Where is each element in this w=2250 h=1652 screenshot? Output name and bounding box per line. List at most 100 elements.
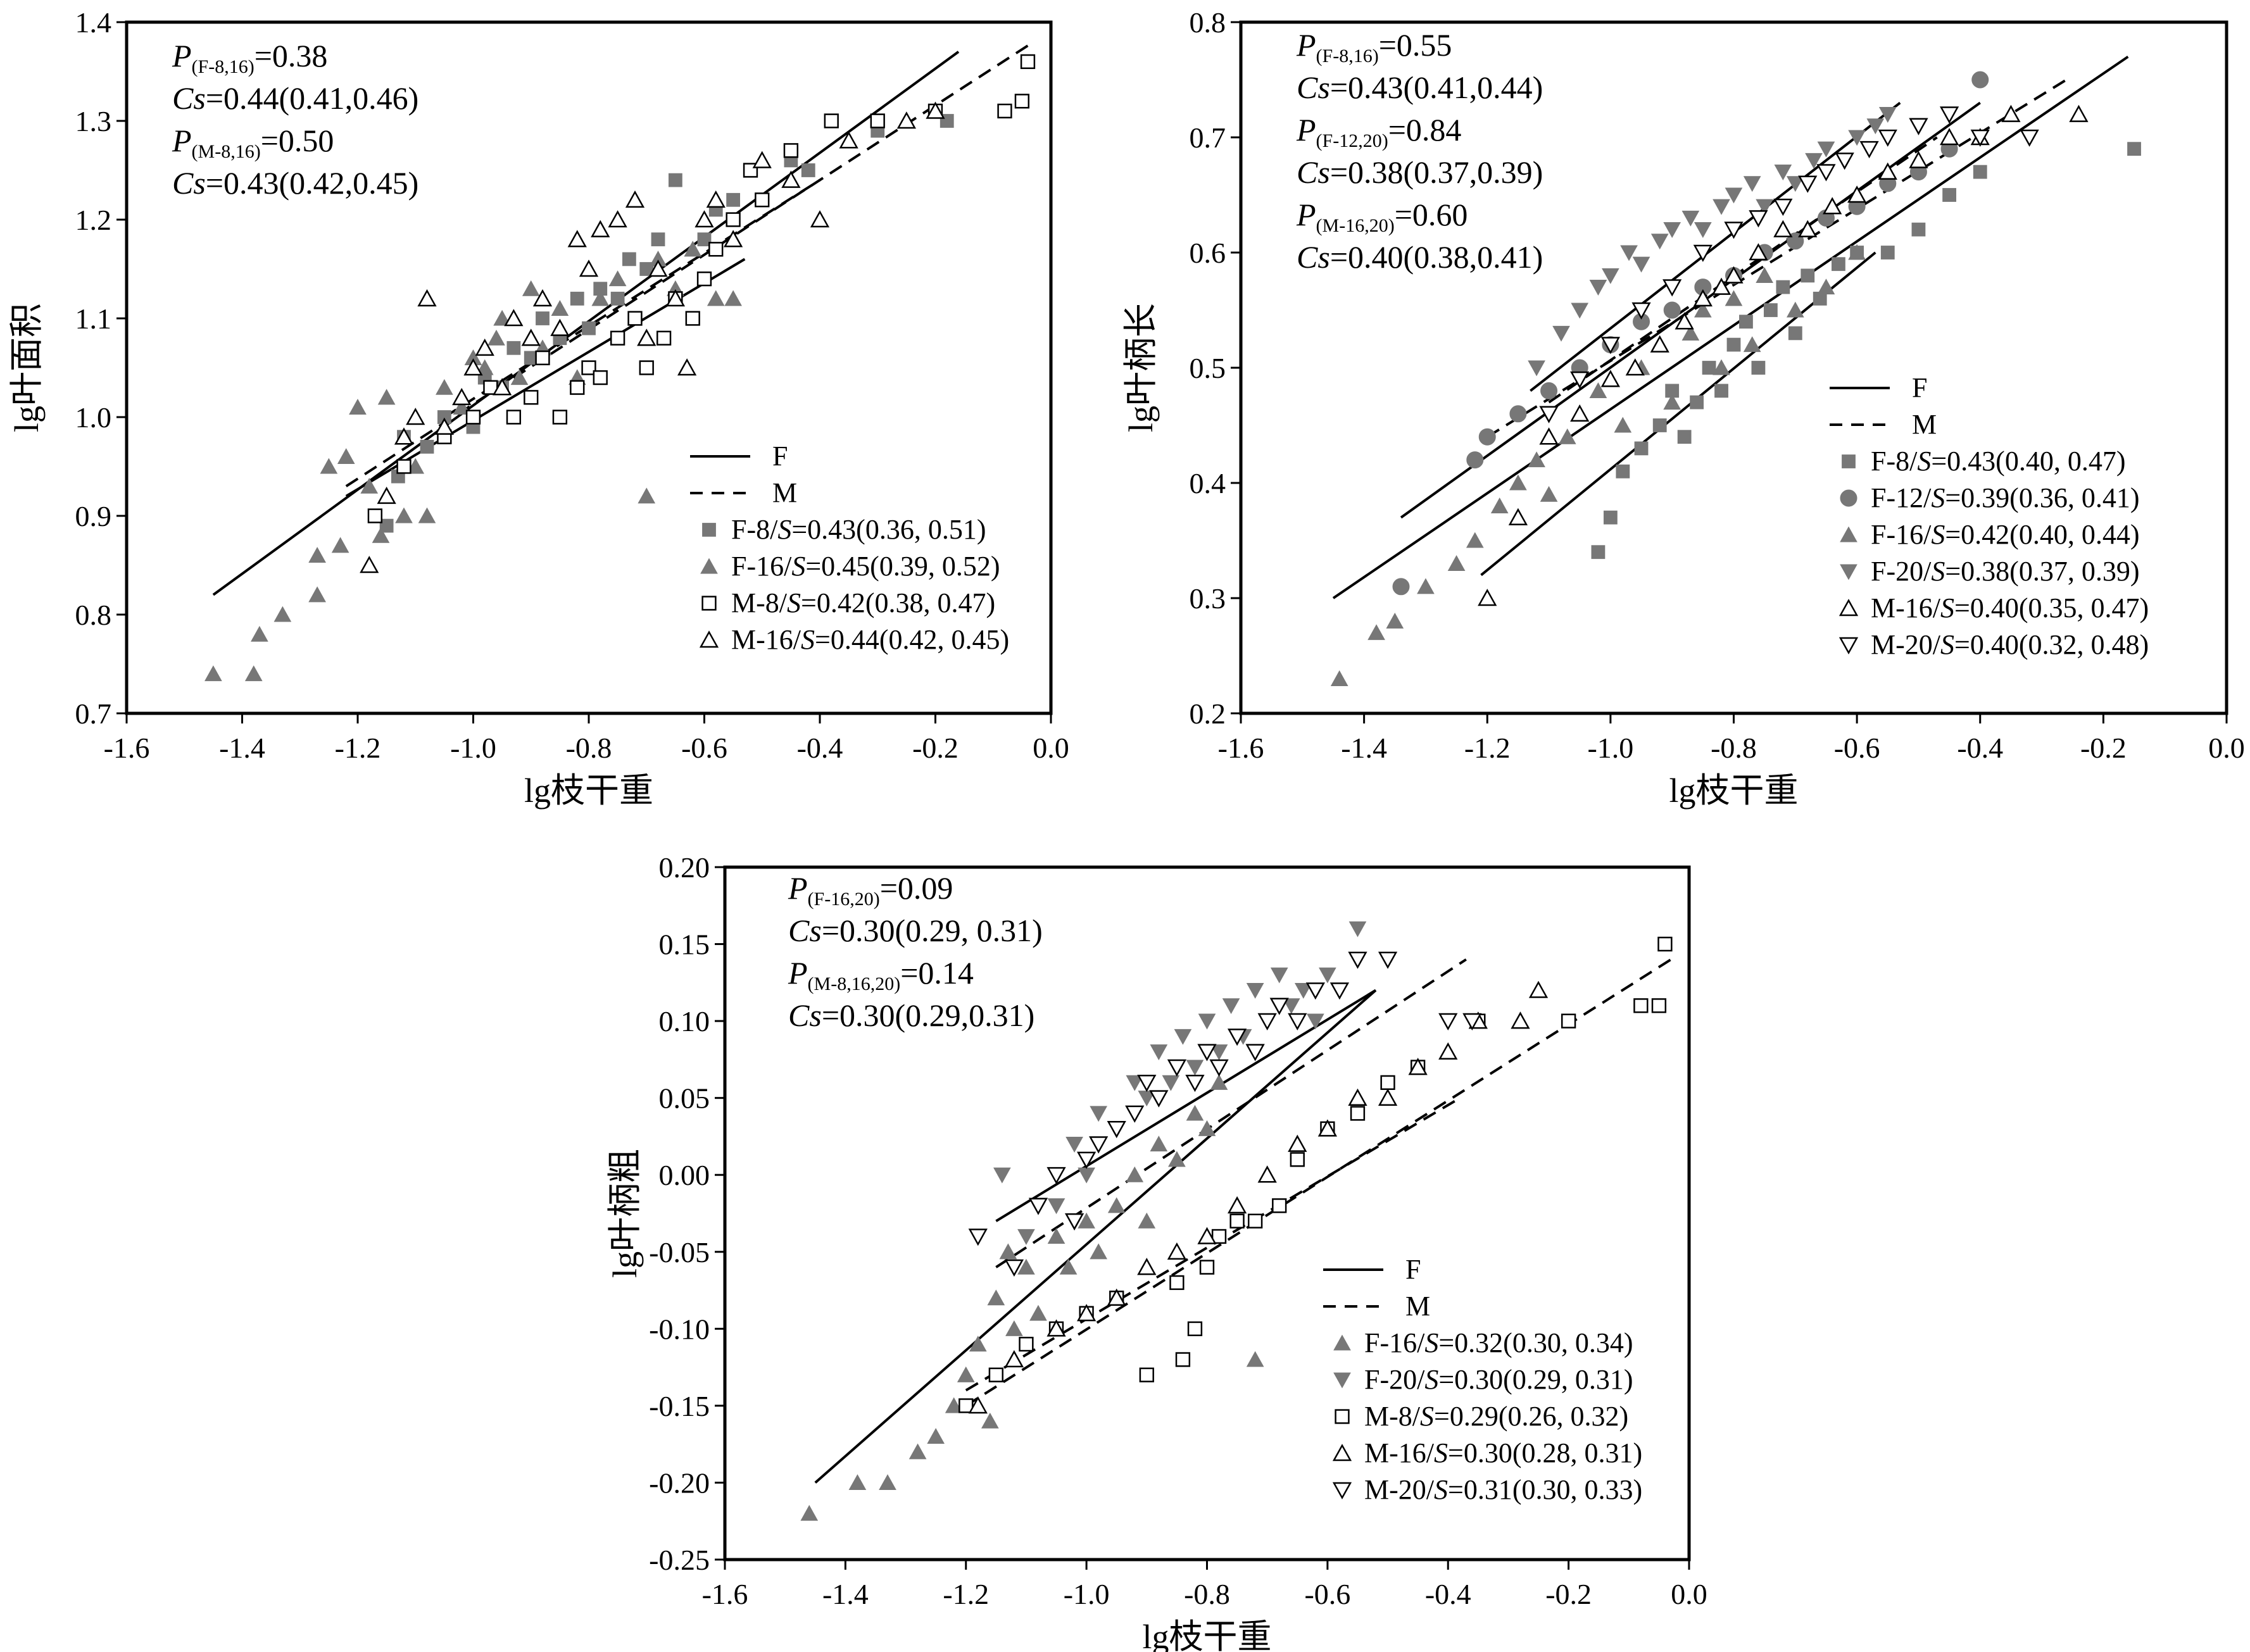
y-axis-title: lg叶面积 [8, 303, 46, 432]
point-M-16 [926, 101, 945, 119]
point-F-16 [395, 507, 413, 523]
point-F-16 [1848, 244, 1866, 260]
point-M-8 [570, 380, 585, 395]
point-M-16 [665, 289, 685, 307]
point-M-16 [2001, 104, 2021, 122]
stats-line: P(M-8,16)=0.50 [172, 123, 334, 162]
point-M-16 [504, 309, 524, 327]
point-F-16 [800, 1505, 819, 1521]
point-M-16 [493, 378, 512, 396]
point-M-20 [1600, 337, 1620, 354]
point-F-16 [418, 507, 436, 523]
point-F-16 [1509, 474, 1527, 491]
stats-line: P(M-16,20)=0.60 [1296, 197, 1468, 236]
legend-symbol: S [1424, 1327, 1438, 1358]
stats-line: Cs=0.43(0.41,0.44) [1297, 70, 1543, 105]
point-F-16 [999, 1243, 1017, 1260]
point-M-16 [608, 210, 627, 228]
point-F-12 [1540, 382, 1558, 399]
legend-entry: M-8/S=0.42(0.38, 0.47) [731, 587, 995, 618]
point-M-16 [1847, 185, 1867, 203]
stats-symbol: Cs [1297, 70, 1330, 105]
legend-value: =0.30(0.29, 0.31) [1438, 1364, 1633, 1395]
point-M-16 [1798, 220, 1818, 237]
point-F-16 [1246, 1351, 1264, 1367]
point-F-20 [1222, 998, 1240, 1015]
point-M-16 [1570, 404, 1590, 422]
point-M-8 [1633, 998, 1649, 1013]
y-tick-label: -0.05 [649, 1236, 710, 1268]
point-F-8 [536, 311, 550, 325]
point-F-20 [1198, 1013, 1216, 1030]
point-F-16 [1817, 278, 1835, 295]
legend-marker-M-20 [1838, 637, 1859, 654]
legend-value: =0.43(0.36, 0.51) [791, 514, 986, 545]
point-M-16 [1650, 335, 1669, 353]
point-F-8 [1751, 361, 1766, 375]
legend-marker-M-20 [1332, 1482, 1352, 1499]
point-M-16 [521, 329, 541, 346]
point-F-16 [969, 1336, 987, 1352]
point-M-8 [1380, 1075, 1395, 1091]
point-F-16 [1029, 1305, 1047, 1321]
legend-symbol: S [1424, 1364, 1438, 1395]
point-F-16 [945, 1397, 963, 1413]
point-F-20 [1150, 1044, 1168, 1061]
point-M-8 [685, 311, 700, 326]
point-F-16 [244, 665, 263, 682]
panel-petiole-diameter: -1.6 -1.4 -1.2 -1.0 -0.8 -0.6 -0.4 -0.2 0.0 -0.25… [606, 851, 1707, 1652]
stats-subscript: (F-8,16) [192, 56, 255, 77]
point-F-8 [1603, 510, 1618, 525]
y-axis-title: lg叶柄粗 [606, 1149, 644, 1278]
point-F-20 [1725, 187, 1743, 204]
stats-subscript: (M-8,16,20) [808, 973, 901, 994]
point-M-16 [1749, 243, 1768, 261]
point-M-8 [367, 508, 383, 523]
point-M-8 [1290, 1152, 1305, 1167]
legend-marker-M-16 [1838, 599, 1859, 616]
point-M-20 [1064, 1213, 1084, 1231]
point-M-16 [1600, 370, 1620, 387]
legend-prefix: F-8/ [1871, 446, 1918, 477]
point-M-16 [1539, 427, 1559, 445]
stats-symbol: Cs [1297, 239, 1330, 275]
legend-prefix: M-16/ [1364, 1437, 1435, 1468]
point-M-16 [1528, 980, 1549, 998]
y-tick-label: 0.2 [1190, 698, 1226, 730]
stats-value: =0.43(0.41,0.44) [1330, 70, 1543, 105]
point-F-8 [1726, 337, 1741, 352]
point-M-16 [1348, 1088, 1367, 1106]
point-F-20 [1162, 1075, 1180, 1091]
legend-symbol: S [1931, 556, 1945, 587]
point-M-8 [1229, 1213, 1245, 1229]
point-F-16 [684, 241, 702, 257]
point-F-16 [1694, 301, 1712, 318]
fit-line-f [1530, 101, 1901, 392]
point-F-20 [1065, 1137, 1083, 1153]
point-M-20 [1816, 164, 1836, 182]
point-M-16 [475, 338, 494, 356]
point-F-12 [1663, 301, 1681, 319]
point-F-8 [420, 439, 434, 454]
point-F-20 [1694, 222, 1712, 238]
point-F-16 [1528, 451, 1545, 468]
y-tick-label: 0.9 [75, 500, 112, 532]
legend-marker-F-16 [1333, 1334, 1351, 1351]
stats-value: =0.55 [1379, 27, 1452, 63]
x-tick-label: -0.4 [1957, 732, 2003, 764]
point-F-16 [848, 1474, 867, 1490]
point-M-20 [1798, 175, 1818, 193]
point-F-8 [1739, 315, 1753, 329]
legend-label: M [1405, 1291, 1430, 1322]
stats-symbol: Cs [172, 165, 206, 201]
stats-line: P(F-8,16)=0.55 [1296, 27, 1452, 66]
legend-marker-F-16 [1840, 526, 1857, 542]
legend-symbol: S [801, 624, 815, 655]
stats-line: Cs=0.44(0.41,0.46) [172, 80, 418, 116]
point-F-16 [1725, 290, 1743, 306]
x-tick-label: -0.6 [1834, 732, 1880, 764]
legend-marker-F-20 [1840, 564, 1857, 580]
point-F-20 [1663, 222, 1681, 238]
point-F-8 [622, 252, 636, 266]
point-M-20 [1859, 141, 1879, 159]
